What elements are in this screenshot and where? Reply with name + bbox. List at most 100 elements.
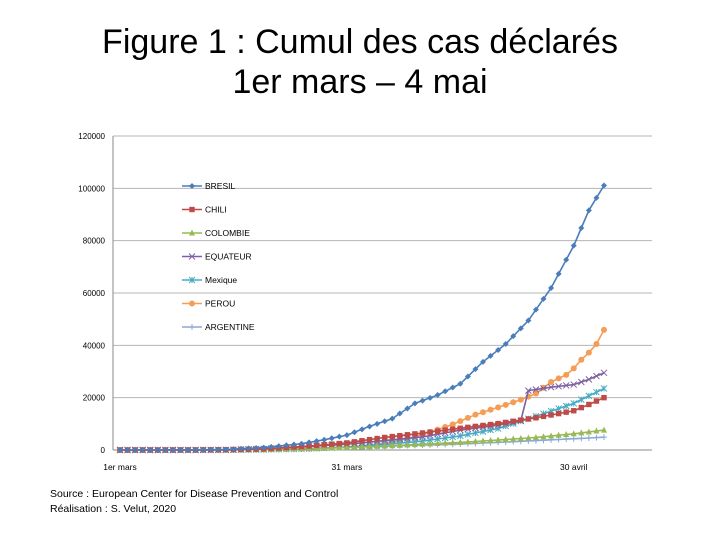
data-point-bresil [540, 295, 547, 302]
data-point-colombie [570, 430, 577, 437]
data-point-chili [359, 438, 365, 444]
legend-marker-chili [189, 206, 195, 213]
data-point-bresil [389, 415, 396, 422]
legend-marker-bresil [189, 183, 195, 189]
data-point-bresil [381, 418, 388, 425]
data-point-bresil [585, 207, 592, 214]
data-point-equateur [585, 375, 593, 383]
data-point-colombie [351, 443, 358, 450]
data-point-colombie [343, 444, 350, 451]
data-point-chili [518, 417, 524, 423]
data-point-mexique [593, 388, 600, 396]
data-point-colombie [510, 435, 517, 442]
legend-label-colombie: COLOMBIE [205, 228, 250, 238]
data-point-bresil [487, 352, 494, 359]
x-tick-label: 31 mars [332, 462, 363, 472]
data-point-chili [555, 410, 562, 417]
data-point-bresil [449, 384, 456, 391]
data-point-colombie [366, 443, 373, 450]
data-point-chili [366, 436, 373, 443]
data-point-perou [480, 409, 486, 416]
data-point-perou [570, 365, 577, 372]
data-point-chili [472, 423, 479, 430]
data-point-mexique [464, 431, 472, 438]
chart-title-line-1: Figure 1 : Cumul des cas déclarés [102, 23, 618, 61]
data-point-chili [381, 434, 388, 441]
data-point-colombie [563, 431, 570, 438]
data-point-perou [517, 396, 524, 403]
data-point-perou [502, 401, 509, 408]
data-point-bresil [351, 429, 358, 436]
data-point-perou [563, 371, 570, 378]
data-point-colombie [442, 439, 449, 446]
data-point-colombie [532, 433, 539, 440]
data-point-colombie [374, 442, 381, 449]
data-point-colombie [540, 433, 547, 440]
data-point-bresil [117, 447, 123, 453]
data-point-colombie [517, 434, 524, 441]
data-point-perou [585, 349, 592, 356]
legend-label-mexique: Mexique [205, 275, 237, 285]
data-point-chili [374, 435, 380, 442]
y-tick-label: 40000 [83, 341, 106, 350]
legend-label-perou: PEROU [205, 299, 235, 309]
data-point-bresil [185, 446, 192, 453]
data-point-colombie [487, 437, 494, 444]
data-point-mexique [555, 405, 562, 412]
data-point-bresil [578, 224, 585, 231]
data-point-perou [495, 404, 502, 411]
data-point-perou [510, 399, 517, 406]
y-tick-label: 20000 [83, 394, 106, 403]
data-point-colombie [502, 436, 509, 443]
data-point-bresil [374, 420, 381, 427]
data-point-colombie [449, 439, 456, 446]
data-point-colombie [434, 440, 441, 447]
data-point-perou [578, 356, 585, 363]
data-point-bresil [268, 443, 275, 450]
data-point-bresil [411, 400, 418, 407]
data-point-bresil [147, 446, 154, 453]
data-point-bresil [336, 433, 343, 440]
data-point-chili [480, 422, 486, 429]
data-point-chili [321, 442, 327, 448]
data-point-chili [344, 440, 350, 446]
y-tick-label: 0 [101, 446, 106, 455]
data-point-chili [465, 424, 471, 431]
data-point-mexique [577, 396, 585, 403]
data-point-colombie [419, 440, 426, 447]
data-point-perou [464, 414, 471, 421]
legend-marker-mexique [188, 276, 196, 284]
y-tick-label: 120000 [78, 132, 105, 141]
data-point-chili [412, 431, 418, 437]
data-point-equateur [547, 383, 555, 391]
data-point-argentine [601, 434, 607, 441]
data-point-chili [434, 428, 441, 434]
data-point-bresil [207, 446, 214, 453]
data-point-mexique [449, 433, 457, 441]
data-point-bresil [139, 446, 146, 453]
data-point-colombie [480, 437, 486, 444]
data-point-bresil [154, 446, 161, 453]
data-point-chili [306, 443, 312, 449]
data-point-bresil [442, 388, 449, 395]
data-point-equateur [593, 372, 600, 380]
data-point-perou [532, 390, 539, 397]
data-point-bresil [275, 443, 282, 450]
data-point-bresil [434, 392, 441, 399]
chart-title-line-2: 1er mars – 4 mai [232, 63, 488, 101]
data-point-colombie [601, 426, 607, 433]
data-point-bresil [593, 194, 600, 201]
data-point-bresil [313, 438, 320, 445]
data-point-equateur [570, 381, 578, 388]
source-note: Source : European Center for Disease Pre… [50, 488, 339, 500]
data-point-perou [593, 341, 600, 348]
data-point-equateur [532, 386, 540, 393]
data-point-colombie [472, 437, 479, 444]
data-point-bresil [404, 405, 411, 412]
data-point-bresil [525, 317, 532, 324]
data-point-chili [329, 441, 335, 447]
data-point-chili [533, 415, 539, 421]
y-tick-label: 80000 [83, 237, 106, 246]
data-point-bresil [570, 242, 577, 249]
